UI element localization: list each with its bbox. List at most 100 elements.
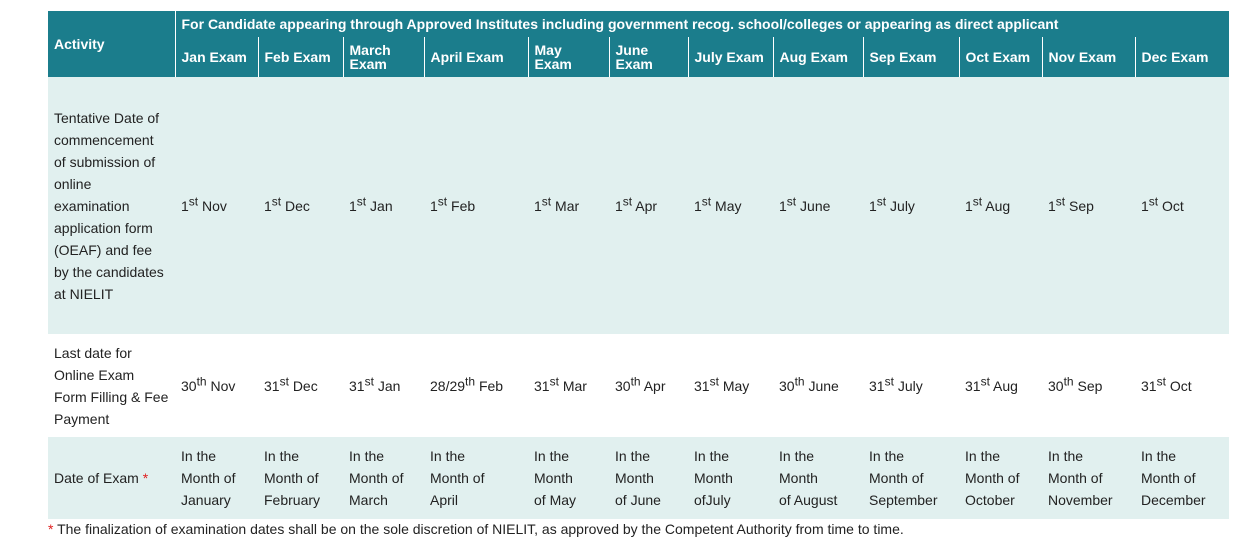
date-cell: In the Month of October [959,437,1042,519]
day: 1 [1048,197,1056,214]
day: 1 [264,197,272,214]
date-cell: In the Month of December [1135,437,1230,519]
month: Dec [292,377,318,394]
month: Aug [993,377,1018,394]
date-line: In the [965,448,1001,464]
date-line: ofJuly [694,492,731,508]
day: 30 [181,377,197,394]
month: Dec [285,197,310,214]
ordinal: st [972,193,983,208]
ordinal: st [437,193,448,208]
month: Aug [985,197,1011,214]
month: July [890,197,915,214]
date-line: of May [534,492,577,508]
ordinal: st [1156,373,1166,388]
ordinal: st [549,373,559,388]
date-cell: 30th Apr [609,334,688,437]
month: Apr [635,197,658,214]
day: 1 [1141,197,1149,214]
ordinal: st [271,193,282,208]
day: 30 [779,377,795,394]
ordinal: st [980,373,990,388]
exam-header: Sep Exam [862,37,959,77]
day: 1 [430,197,438,214]
date-cell: In the Month of May [528,437,609,519]
date-cell: 1st Mar [528,77,609,334]
exam-schedule-table: Activity For Candidate appearing through … [48,11,1230,519]
date-cell: In the Month of January [175,437,258,519]
day: 31 [694,377,710,394]
schedule: Activity For Candidate appearing through … [48,11,1230,519]
day: 31 [1141,377,1157,394]
date-cell: 31st May [688,334,773,437]
ordinal: st [709,373,719,388]
ordinal: th [465,373,476,388]
date-line: October [965,492,1015,508]
asterisk: * [48,521,54,537]
date-cell: 1st Jan [343,77,424,334]
day: 1 [181,197,189,214]
activity-text: Last date for Online Exam Form Filling &… [54,344,169,427]
date-cell: 1st Sep [1042,77,1135,334]
date-line: In the [264,448,300,464]
date-cell: 30th Nov [175,334,258,437]
month: July [897,377,923,394]
date-line: April [430,492,459,508]
day: 1 [349,197,357,214]
ordinal: th [794,373,805,388]
date-line: In the [430,448,466,464]
exam-header: Jan Exam [174,37,258,77]
month: Nov [202,197,227,214]
month: June [808,377,839,394]
date-cell: In the Month ofJuly [688,437,773,519]
ordinal: st [188,193,199,208]
date-line: of June [615,492,661,508]
month: May [715,197,742,214]
date-cell: 31st Dec [258,334,343,437]
date-line: Month of [1048,470,1103,486]
date-cell: 1st Feb [424,77,528,334]
exam-header: Nov Exam [1041,37,1135,77]
date-line: February [264,492,321,508]
date-line: In the [534,448,570,464]
date-line: Month of [264,470,319,486]
date-line: In the [349,448,385,464]
date-line: November [1048,492,1113,508]
day: 31 [965,377,981,394]
date-line: In the [1141,448,1177,464]
date-line: In the [779,448,815,464]
date-line: In the [181,448,217,464]
date-cell: In the Month of April [424,437,528,519]
date-line: Month of [1141,470,1196,486]
date-cell: 1st Nov [175,77,258,334]
date-cell: 30th Sep [1042,334,1135,437]
ordinal: th [630,373,641,388]
activity-text: Date of Exam [54,470,139,486]
date-cell: 31st Mar [528,334,609,437]
date-cell: 30th June [773,334,863,437]
exam-header: Feb Exam [257,37,343,77]
month: Nov [210,377,236,394]
date-cell: 1st Oct [1135,77,1230,334]
date-cell: 1st Dec [258,77,343,334]
month: Oct [1162,197,1184,214]
activity-cell: Date of Exam * [48,437,175,519]
date-line: In the [694,448,730,464]
exam-header: May Exam [527,37,609,77]
day: 1 [965,197,973,214]
month: May [722,377,750,394]
date-line: Month [534,470,573,486]
date-cell: In the Month of March [343,437,424,519]
ordinal: st [279,373,289,388]
table-row: Last date for Online Exam Form Filling &… [48,334,1229,437]
date-cell: 28/29th Feb [424,334,528,437]
month: Jan [370,197,393,214]
month: June [800,197,831,214]
date-cell: 1st May [688,77,773,334]
day: 30 [615,377,631,394]
date-cell: 31st Jan [343,334,424,437]
date-cell: In the Month of November [1042,437,1135,519]
ordinal: st [356,193,367,208]
